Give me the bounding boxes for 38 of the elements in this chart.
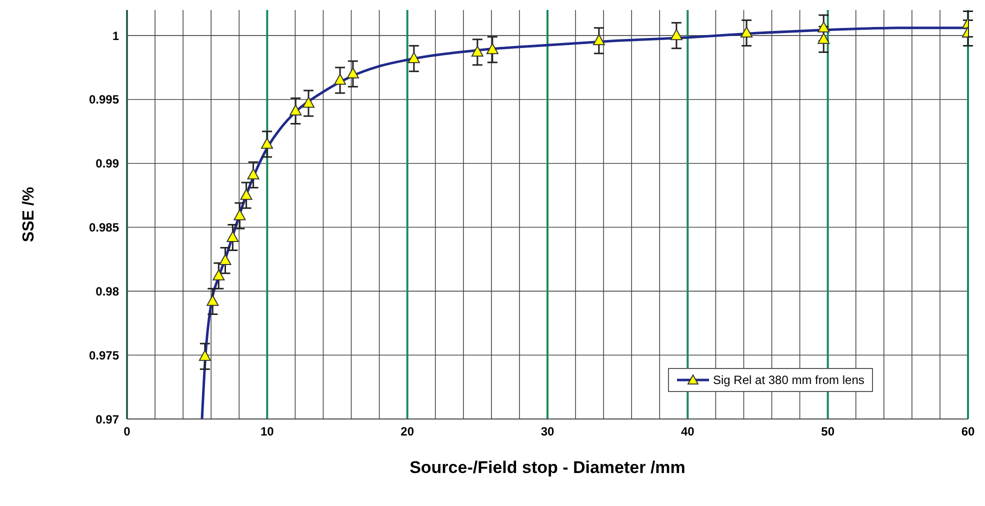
x-tick-label: 20: [400, 424, 414, 439]
point: [219, 254, 232, 266]
x-tick-label: 30: [540, 424, 554, 439]
y-tick-label: 1: [112, 28, 120, 43]
point: [592, 34, 605, 46]
point: [212, 269, 225, 280]
point: [198, 350, 211, 361]
y-tick-label: 0.985: [88, 220, 120, 235]
point: [247, 168, 260, 180]
x-tick-label: 0: [124, 424, 131, 439]
point: [740, 26, 753, 38]
point: [471, 46, 484, 57]
y-tick-label: 0.975: [88, 348, 120, 362]
x-tick-label: 40: [680, 424, 695, 439]
x-axis-title: Source-/Field stop - Diameter /mm: [410, 458, 686, 477]
point: [346, 67, 359, 78]
y-axis-title: SSE /%: [20, 186, 38, 242]
point: [234, 209, 246, 220]
point: [206, 294, 219, 306]
x-tick-label: 60: [961, 424, 975, 439]
x-tick-label: 10: [260, 424, 274, 439]
x-tick-label: 50: [821, 424, 835, 439]
point: [226, 231, 239, 242]
point: [302, 96, 315, 108]
point: [240, 188, 252, 200]
point: [818, 32, 830, 44]
y-tick-label: 0.99: [96, 156, 120, 171]
point: [261, 138, 274, 149]
y-tick-label: 0.97: [96, 412, 120, 426]
point: [290, 104, 302, 116]
y-tick-label: 0.995: [88, 92, 120, 107]
legend-label: Sig Rel at 380 mm from lens: [713, 373, 864, 387]
point: [670, 29, 682, 40]
point: [486, 43, 498, 54]
point: [334, 74, 346, 85]
point: [408, 52, 420, 64]
point: [818, 21, 830, 32]
y-tick-label: 0.98: [96, 284, 120, 298]
